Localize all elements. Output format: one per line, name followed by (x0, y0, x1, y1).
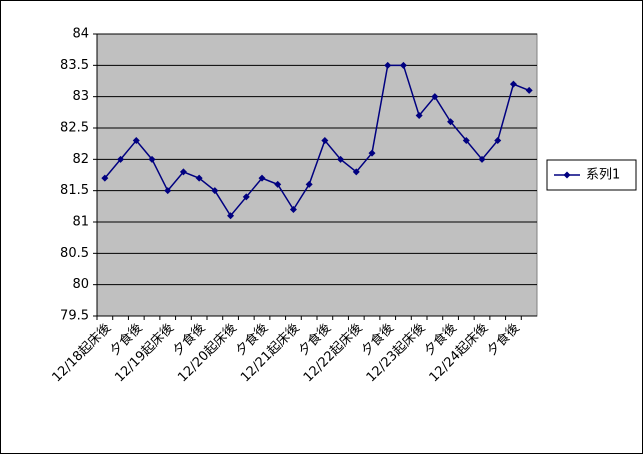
data-point (274, 180, 282, 188)
data-point (101, 174, 109, 182)
data-point (352, 168, 360, 176)
plot-area (96, 33, 538, 317)
y-tick-label: 79.5 (60, 309, 89, 324)
data-point (384, 61, 392, 69)
data-point (494, 137, 502, 145)
y-tick-label: 81 (72, 215, 89, 230)
y-tick-label: 81.5 (60, 183, 89, 198)
series-line (104, 64, 530, 218)
y-tick-label: 83.5 (60, 58, 89, 73)
y-tick-label: 82 (72, 152, 89, 167)
y-tick-label: 80 (72, 277, 89, 292)
y-tick-label: 83 (72, 89, 89, 104)
data-point (179, 168, 187, 176)
data-point (431, 93, 439, 101)
data-point (305, 180, 313, 188)
data-point (164, 187, 172, 195)
data-point (289, 205, 297, 213)
data-point (509, 80, 517, 88)
legend-label: 系列1 (586, 168, 620, 183)
data-point (211, 187, 219, 195)
data-point (478, 155, 486, 163)
data-point (462, 137, 470, 145)
legend-marker (563, 171, 571, 179)
data-point (415, 111, 423, 119)
data-point (132, 137, 140, 145)
data-point (399, 61, 407, 69)
data-point (447, 118, 455, 126)
y-tick-label: 82.5 (60, 121, 89, 136)
data-point (148, 155, 156, 163)
data-point (195, 174, 203, 182)
data-point (227, 212, 235, 220)
data-point (242, 193, 250, 201)
data-point (337, 155, 345, 163)
data-point (321, 137, 329, 145)
data-point (368, 149, 376, 157)
data-point (258, 174, 266, 182)
data-point (117, 155, 125, 163)
y-tick-label: 84 (72, 27, 89, 42)
data-point (525, 86, 533, 94)
y-tick-label: 80.5 (60, 246, 89, 261)
